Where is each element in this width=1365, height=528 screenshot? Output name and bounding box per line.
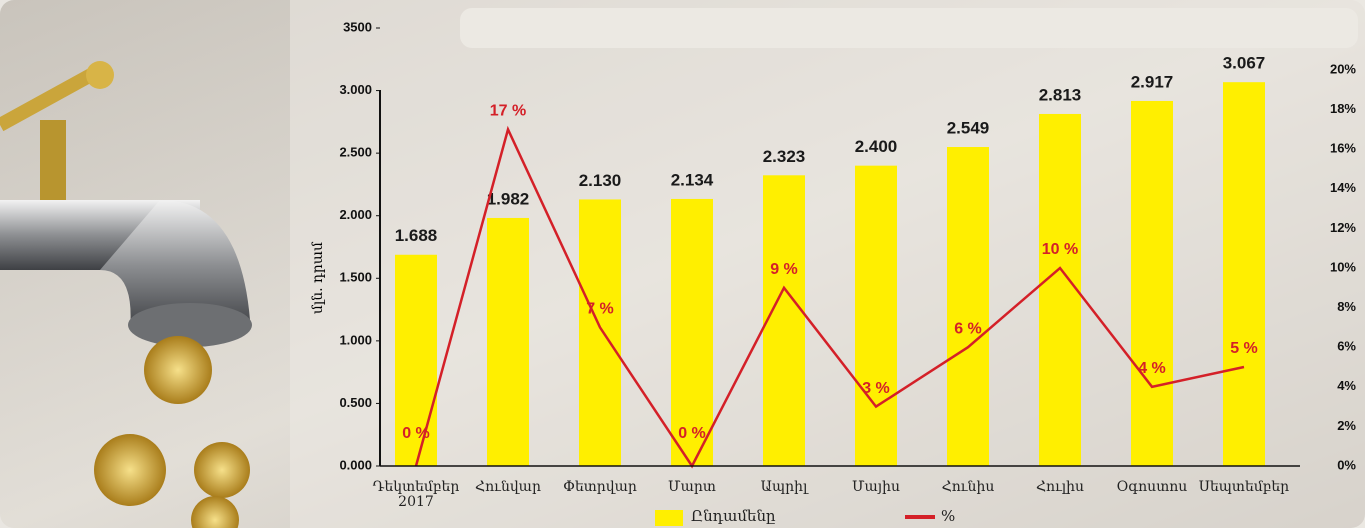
x-tick-label: Հունիս bbox=[941, 479, 995, 495]
line-value-label: 3 % bbox=[862, 380, 890, 397]
x-tick-label: Փետրվար bbox=[563, 479, 637, 495]
faucet-illustration bbox=[0, 61, 252, 528]
bar-value-label: 2.134 bbox=[671, 170, 714, 189]
line-value-label: 7 % bbox=[586, 301, 614, 318]
line-value-label: 5 % bbox=[1230, 340, 1258, 357]
y2-tick-label: 16% bbox=[1330, 141, 1356, 156]
bar-value-label: 3.067 bbox=[1223, 54, 1266, 73]
legend-swatch bbox=[655, 510, 683, 526]
x-tick-label: Օգոստոս bbox=[1116, 479, 1188, 495]
y-tick-label: 3500 bbox=[343, 19, 372, 34]
y2-tick-label: 2% bbox=[1337, 418, 1356, 433]
plot-backdrop bbox=[290, 0, 1365, 528]
x-tick-label: Սեպտեմբեր bbox=[1198, 479, 1290, 495]
bar-value-label: 1.982 bbox=[487, 189, 530, 208]
bar bbox=[1039, 113, 1081, 466]
y2-tick-label: 10% bbox=[1330, 259, 1356, 274]
x-tick-label: Ապրիլ bbox=[760, 479, 808, 495]
y-tick-label: 2.500 bbox=[339, 145, 372, 160]
y2-tick-label: 12% bbox=[1330, 220, 1356, 235]
bar-value-label: 1.688 bbox=[395, 226, 438, 245]
x-tick-label: Հունվար bbox=[475, 479, 541, 495]
bar-value-label: 2.400 bbox=[855, 137, 898, 156]
x-tick-label: Հուլիս bbox=[1035, 479, 1085, 495]
bar bbox=[763, 175, 805, 466]
line bbox=[414, 125, 1245, 469]
x-tick-label: Մայիս bbox=[851, 479, 901, 495]
bar bbox=[947, 147, 989, 466]
line-value-label: 0 % bbox=[402, 425, 430, 442]
line-value-label: 0 % bbox=[678, 425, 706, 442]
y2-tick-label: 20% bbox=[1330, 61, 1356, 76]
y2-tick-label: 0% bbox=[1337, 457, 1356, 472]
bar bbox=[855, 165, 897, 466]
bar-value-label: 2.549 bbox=[947, 118, 990, 137]
y-tick-label: 1.000 bbox=[339, 332, 372, 347]
y2-tick-label: 14% bbox=[1330, 180, 1356, 195]
y2-tick-label: 18% bbox=[1330, 101, 1356, 116]
y-tick-label: 0.500 bbox=[339, 395, 372, 410]
y-tick-label: 1.500 bbox=[339, 270, 372, 285]
y2-tick-label: 4% bbox=[1337, 378, 1356, 393]
line-value-label: 4 % bbox=[1138, 360, 1166, 377]
legend-label: Ընդամենը bbox=[691, 507, 776, 525]
y-tick-label: 3.000 bbox=[339, 82, 372, 97]
bar bbox=[579, 199, 621, 466]
line-value-label: 10 % bbox=[1042, 241, 1078, 258]
y-tick-label: 0.000 bbox=[339, 457, 372, 472]
y-tick-label: 2.000 bbox=[339, 207, 372, 222]
bar-value-label: 2.130 bbox=[579, 171, 622, 190]
bar bbox=[1223, 82, 1265, 466]
y2-tick-label: 6% bbox=[1337, 339, 1356, 354]
y2-tick-label: 8% bbox=[1337, 299, 1356, 314]
x-tick-label: Մարտ bbox=[668, 479, 716, 495]
line-value-label: 9 % bbox=[770, 261, 798, 278]
bar bbox=[1131, 100, 1173, 466]
line-value-label: 17 % bbox=[490, 103, 526, 120]
bar bbox=[395, 254, 437, 466]
y-axis-label: մլն. դրամ bbox=[310, 241, 326, 314]
bar bbox=[671, 198, 713, 467]
line-value-label: 6 % bbox=[954, 320, 982, 337]
bar-value-label: 2.813 bbox=[1039, 85, 1082, 104]
bar-value-label: 2.917 bbox=[1131, 72, 1174, 91]
bar bbox=[487, 217, 529, 466]
bar-value-label: 2.323 bbox=[763, 147, 806, 166]
legend-label: % bbox=[941, 507, 956, 525]
x-tick-label: Դեկտեմբեր 2017 bbox=[372, 479, 460, 510]
